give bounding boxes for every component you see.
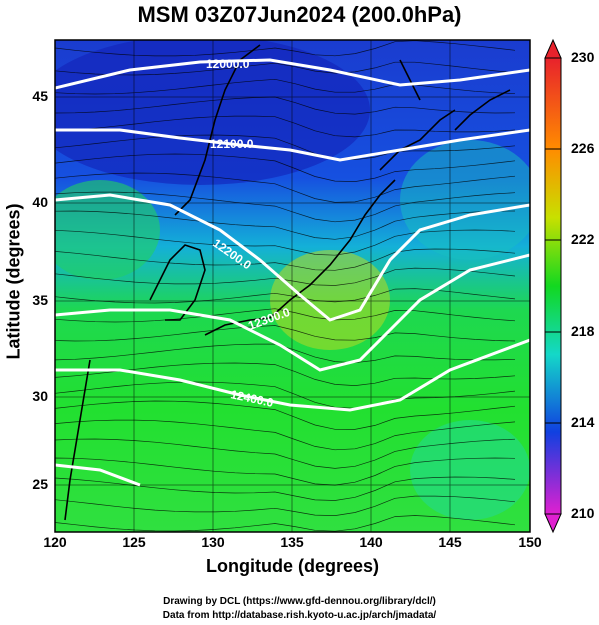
streamline: [55, 438, 516, 469]
colorbar-tick-label: 218: [571, 323, 595, 339]
colorbar-tick-label: 210: [571, 505, 595, 521]
colorbar: [544, 38, 562, 534]
streamline: [55, 191, 516, 223]
streamline: [55, 210, 516, 240]
credit-data: Data from http://database.rish.kyoto-u.a…: [162, 610, 437, 621]
chart-title: MSM 03Z07Jun2024 (200.0hPa): [137, 2, 462, 27]
colorbar-top-triangle: [544, 38, 562, 59]
streamline: [55, 134, 516, 161]
y-tick-label: 45: [32, 88, 48, 104]
credit-drawing: Drawing by DCL (https://www.gfd-dennou.o…: [163, 596, 436, 607]
contour-label-12100: 12100.0: [210, 137, 254, 151]
y-tick-label: 25: [32, 476, 48, 492]
streamline: [55, 229, 516, 256]
x-tick-label: 120: [43, 534, 67, 550]
y-tick-label: 30: [32, 388, 48, 404]
streamline: [55, 153, 516, 182]
streamline: [55, 495, 516, 516]
streamline: [55, 40, 516, 57]
map-grid: [55, 40, 530, 532]
streamline: [55, 308, 516, 323]
colorbar-tick-label: 222: [571, 231, 595, 247]
streamline: [55, 78, 516, 95]
plot-frame: [54, 39, 531, 533]
temperature-field: [55, 40, 530, 532]
streamline: [55, 476, 516, 501]
streamline: [55, 325, 516, 342]
x-tick-label: 125: [122, 534, 146, 550]
colorbar-bottom-triangle: [544, 513, 562, 534]
streamline: [55, 267, 516, 286]
streamline: [55, 400, 516, 430]
streamline: [55, 96, 516, 115]
colorbar-tick-label: 214: [571, 414, 595, 430]
x-tick-label: 130: [201, 534, 225, 550]
y-tick-label: 35: [32, 292, 48, 308]
streamline: [55, 419, 516, 451]
streamline: [55, 115, 516, 138]
y-axis-title: Latitude (degrees): [3, 203, 24, 360]
streamline: [55, 381, 516, 409]
streamline: [55, 248, 516, 271]
x-tick-label: 140: [359, 534, 383, 550]
colorbar-tick-label: 230: [571, 49, 595, 65]
x-axis-title: Longitude (degrees): [205, 556, 379, 576]
streamline: [55, 457, 516, 486]
x-tick-label: 150: [518, 534, 542, 550]
x-tick-label: 135: [280, 534, 304, 550]
contour-label-12000: 12000.0: [206, 57, 250, 71]
x-tick-label: 145: [438, 534, 462, 550]
streamline: [55, 172, 516, 203]
streamline: [55, 515, 516, 532]
y-tick-label: 40: [32, 194, 48, 210]
colorbar-tick-label: 226: [571, 140, 595, 156]
height-contours: [55, 58, 530, 487]
